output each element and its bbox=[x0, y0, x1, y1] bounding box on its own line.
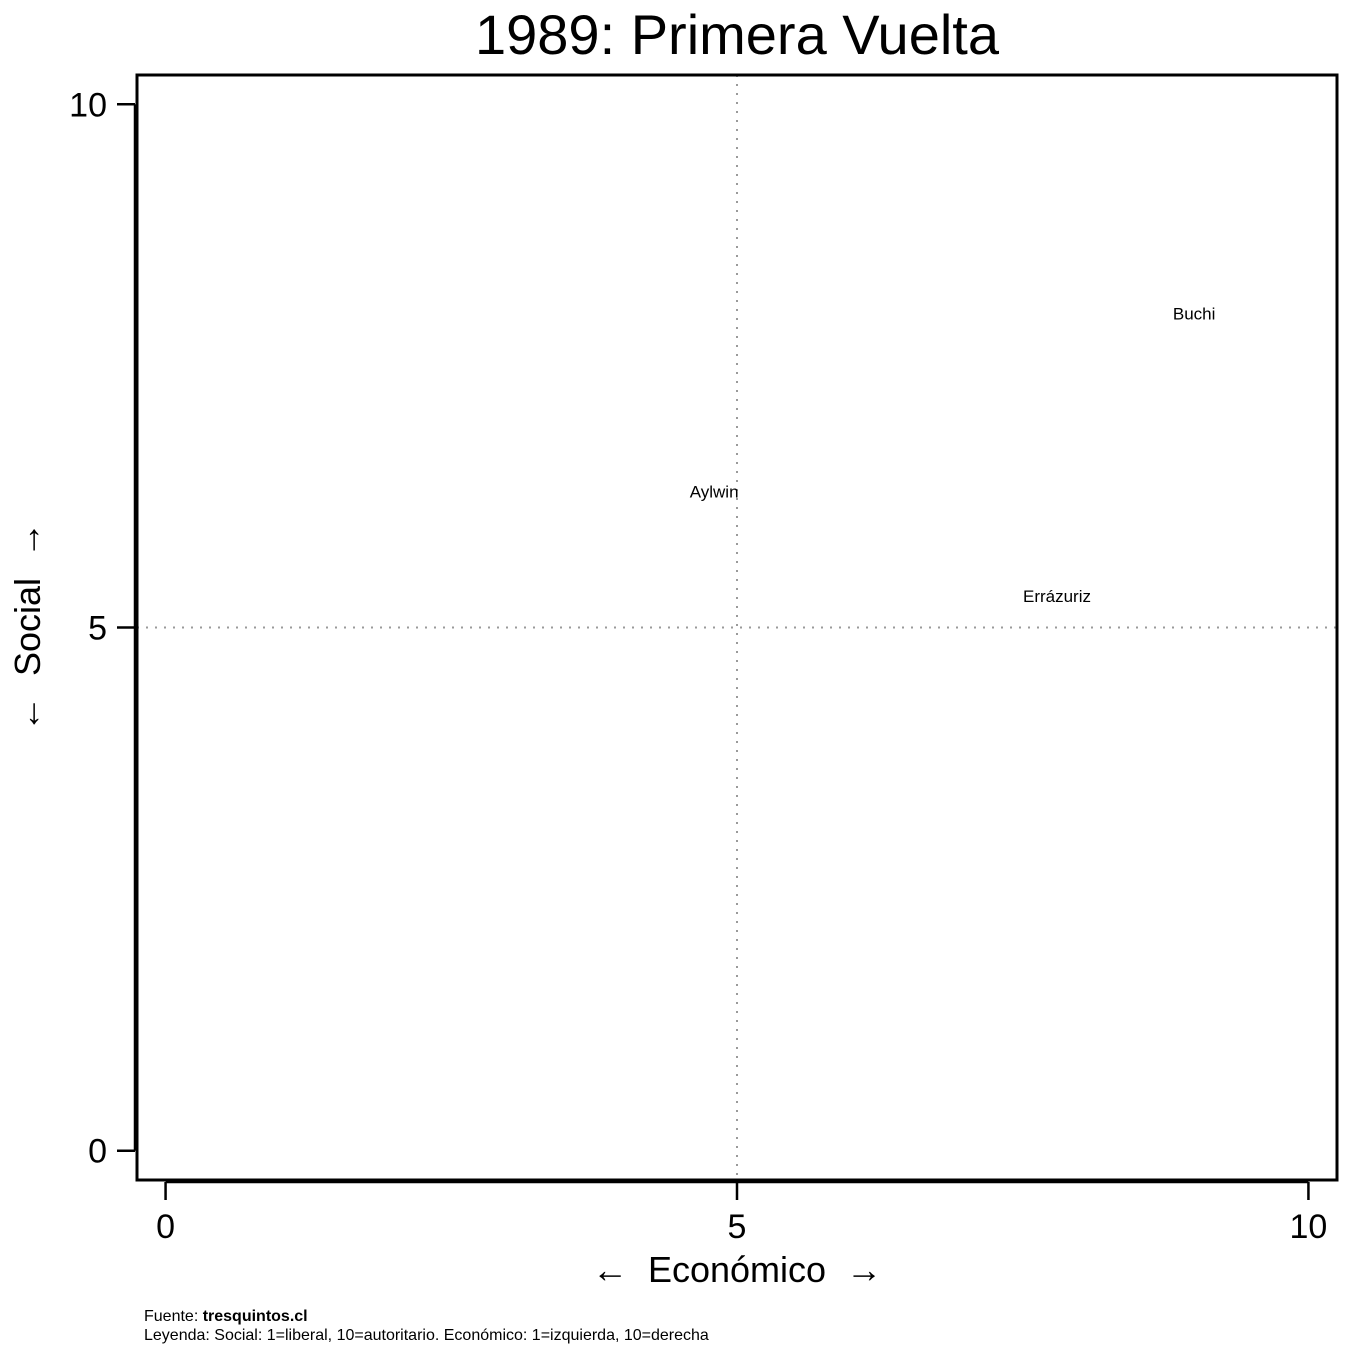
y-tick-label: 0 bbox=[88, 1133, 107, 1171]
x-axis-label: ← Económico → bbox=[592, 1249, 882, 1290]
source-caption: Fuente: tresquintos.cl bbox=[144, 1307, 308, 1326]
point-label-aylwin: Aylwin bbox=[690, 482, 739, 501]
y-axis-label: ← Social → bbox=[7, 522, 48, 732]
x-tick-label: 5 bbox=[728, 1208, 747, 1246]
x-tick-label: 10 bbox=[1290, 1208, 1328, 1246]
x-tick-label: 0 bbox=[156, 1208, 175, 1246]
plot-frame bbox=[135, 73, 1339, 1182]
point-label-buchi: Buchi bbox=[1173, 305, 1216, 324]
y-tick-label: 5 bbox=[88, 610, 107, 648]
axis-ticks: 0 5 10 0 5 10 bbox=[69, 86, 1327, 1246]
point-label-errazuriz: Errázuriz bbox=[1023, 587, 1091, 606]
source-name: tresquintos.cl bbox=[202, 1308, 308, 1325]
y-tick-label: 10 bbox=[69, 86, 107, 124]
source-prefix: Fuente: bbox=[144, 1308, 203, 1325]
data-points: Buchi Aylwin Errázuriz bbox=[690, 305, 1216, 607]
chart-title: 1989: Primera Vuelta bbox=[475, 3, 1000, 66]
legend-caption: Leyenda: Social: 1=liberal, 10=autoritar… bbox=[144, 1327, 709, 1344]
